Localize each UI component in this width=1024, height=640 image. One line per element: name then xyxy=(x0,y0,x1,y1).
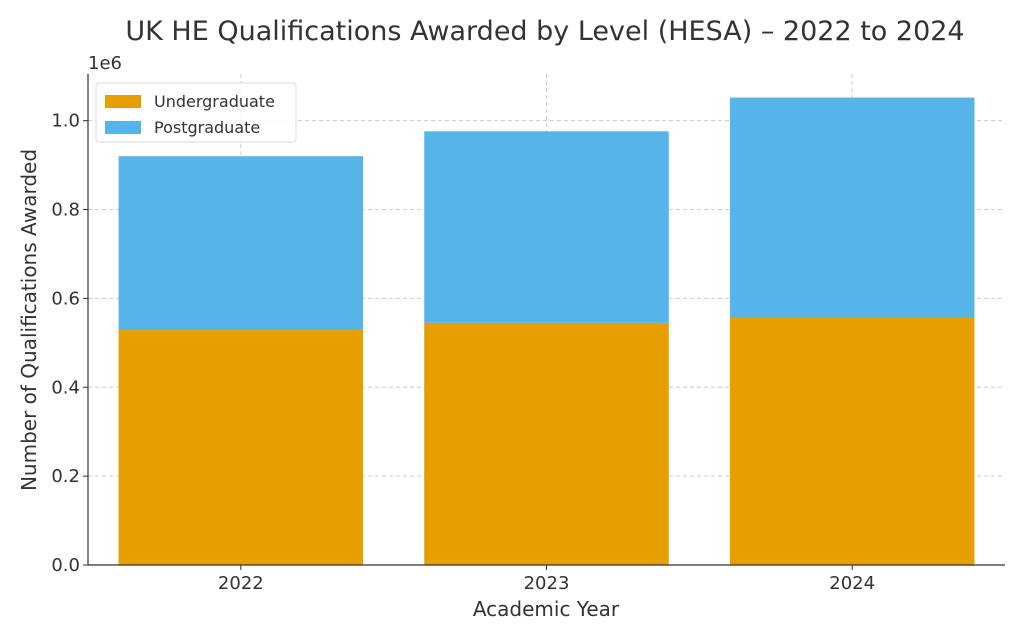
bar-postgraduate-2022 xyxy=(118,156,364,330)
y-tick-label: 0.6 xyxy=(51,288,80,309)
legend-label-undergraduate: Undergraduate xyxy=(154,92,275,111)
bar-undergraduate-2023 xyxy=(424,322,669,565)
bar-postgraduate-2024 xyxy=(729,97,975,318)
y-tick-label: 0.0 xyxy=(51,555,80,576)
chart-title: UK HE Qualifications Awarded by Level (H… xyxy=(125,16,964,47)
bar-undergraduate-2022 xyxy=(118,329,364,565)
x-axis-label: Academic Year xyxy=(473,597,620,621)
y-axis-label: Number of Qualifications Awarded xyxy=(17,149,41,491)
y-tick-label: 0.2 xyxy=(51,466,80,487)
y-tick-label: 0.8 xyxy=(51,200,80,221)
x-tick-label: 2024 xyxy=(829,573,875,594)
bar-undergraduate-2024 xyxy=(729,317,975,565)
tick-labels: 0.0 0.2 0.4 0.6 0.8 1.0 2022 2023 2024 xyxy=(51,111,875,594)
x-tick-label: 2022 xyxy=(218,573,264,594)
legend-swatch-undergraduate xyxy=(105,95,141,108)
legend: Undergraduate Postgraduate xyxy=(95,82,297,143)
y-tick-label: 1.0 xyxy=(51,111,80,132)
legend-swatch-postgraduate xyxy=(105,121,141,134)
bars xyxy=(118,97,975,565)
y-tick-label: 0.4 xyxy=(51,377,80,398)
legend-box xyxy=(95,82,297,143)
x-tick-label: 2023 xyxy=(524,573,570,594)
axes xyxy=(83,74,1005,570)
bar-postgraduate-2023 xyxy=(424,131,669,323)
y-axis-offset-label: 1e6 xyxy=(88,53,122,74)
legend-label-postgraduate: Postgraduate xyxy=(154,118,260,137)
